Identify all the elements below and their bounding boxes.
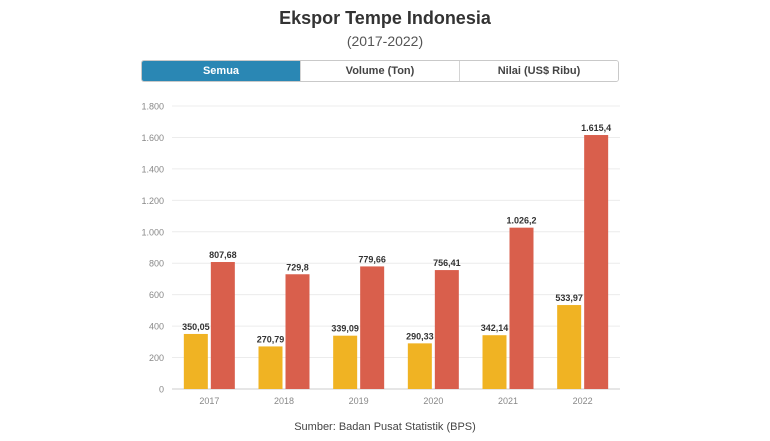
bar-volume: [183, 333, 208, 389]
y-tick-label: 400: [149, 322, 164, 332]
bar-nilai: [509, 227, 534, 389]
bar-volume: [333, 335, 358, 389]
bar-nilai: [360, 266, 385, 389]
x-tick-label: 2019: [349, 396, 369, 406]
y-tick-label: 1.000: [141, 227, 164, 237]
data-label: 342,14: [481, 323, 509, 333]
bar-volume: [557, 305, 582, 389]
bar-nilai: [285, 274, 310, 389]
bar-volume: [258, 346, 283, 389]
tab-volume[interactable]: Volume (Ton): [300, 61, 459, 81]
tab-bar: Semua Volume (Ton) Nilai (US$ Ribu): [141, 60, 619, 82]
y-tick-label: 1.800: [141, 102, 164, 112]
bar-nilai: [434, 270, 459, 389]
x-tick-label: 2020: [423, 396, 443, 406]
bar-nilai: [584, 135, 609, 389]
data-label: 270,79: [257, 334, 285, 344]
data-label: 350,05: [182, 322, 210, 332]
data-label: 290,33: [406, 331, 434, 341]
x-tick-label: 2017: [199, 396, 219, 406]
x-tick-label: 2018: [274, 396, 294, 406]
chart-title: Ekspor Tempe Indonesia: [279, 8, 491, 28]
data-label: 1.615,4: [581, 123, 611, 133]
tab-semua[interactable]: Semua: [142, 61, 300, 81]
source-note: Sumber: Badan Pusat Statistik (BPS): [294, 421, 476, 433]
y-tick-label: 200: [149, 353, 164, 363]
data-label: 756,41: [433, 258, 461, 268]
bar-nilai: [210, 262, 235, 389]
data-label: 339,09: [331, 324, 359, 334]
data-label: 779,66: [358, 254, 386, 264]
data-label: 807,68: [209, 250, 237, 260]
y-tick-label: 600: [149, 290, 164, 300]
y-tick-label: 1.600: [141, 133, 164, 143]
data-label: 729,8: [286, 262, 309, 272]
y-tick-label: 1.200: [141, 196, 164, 206]
tab-nilai[interactable]: Nilai (US$ Ribu): [459, 61, 618, 81]
data-label: 533,97: [555, 293, 583, 303]
bar-volume: [482, 335, 507, 389]
bar-volume: [407, 343, 432, 389]
x-tick-label: 2022: [573, 396, 593, 406]
y-tick-label: 1.400: [141, 164, 164, 174]
y-tick-label: 0: [159, 385, 164, 395]
chart-subtitle: (2017-2022): [346, 33, 424, 49]
y-tick-label: 800: [149, 259, 164, 269]
x-tick-label: 2021: [498, 396, 518, 406]
data-label: 1.026,2: [506, 216, 536, 226]
